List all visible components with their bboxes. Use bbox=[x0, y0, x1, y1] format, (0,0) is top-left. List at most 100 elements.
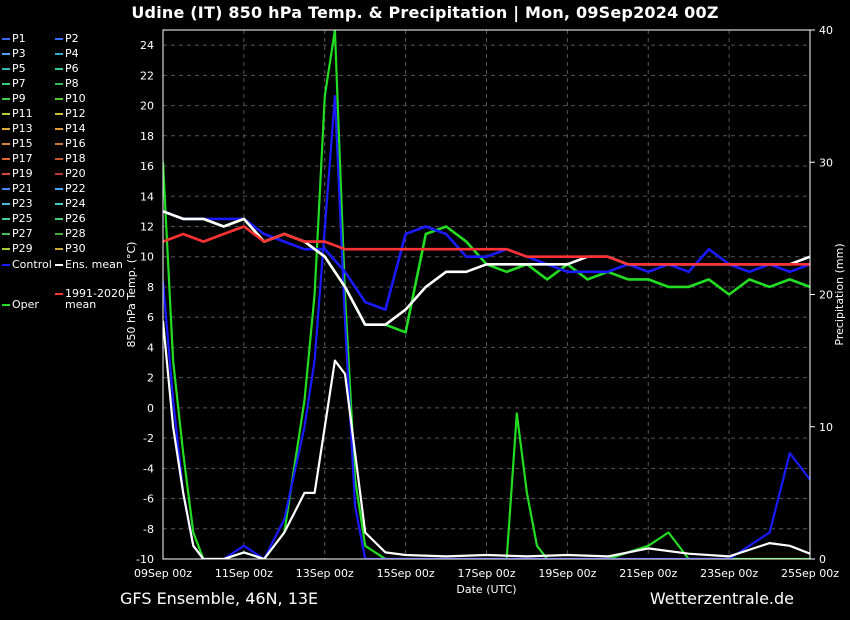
legend-swatch bbox=[55, 143, 63, 145]
temperature-control-line bbox=[163, 210, 810, 311]
y-tick-label: -6 bbox=[143, 493, 154, 506]
source-label: Wetterzentrale.de bbox=[649, 589, 794, 608]
legend-swatch bbox=[2, 128, 10, 130]
x-tick-label: 25Sep 00z bbox=[781, 567, 839, 580]
y2-tick-label: 20 bbox=[819, 289, 833, 302]
y2-tick-label: 30 bbox=[819, 156, 833, 169]
legend-swatch bbox=[55, 53, 63, 55]
legend-label: P26 bbox=[65, 212, 86, 225]
legend-label: P10 bbox=[65, 92, 86, 105]
legend-swatch bbox=[2, 53, 10, 55]
precipitation-ens-mean-line bbox=[163, 320, 810, 559]
legend-label: P19 bbox=[12, 167, 33, 180]
legend-item: P23 bbox=[2, 198, 33, 210]
legend-label: Control bbox=[12, 258, 52, 271]
legend-item: P1 bbox=[2, 33, 26, 45]
y-tick-label: 24 bbox=[140, 39, 154, 52]
legend-item: P7 bbox=[2, 78, 26, 90]
y-axis-title: 850 hPa Temp. (°C) bbox=[125, 242, 138, 348]
y-tick-label: -4 bbox=[143, 462, 154, 475]
legend-swatch bbox=[55, 264, 63, 266]
y-tick-label: 18 bbox=[140, 130, 154, 143]
y-tick-label: 4 bbox=[147, 341, 154, 354]
legend-swatch bbox=[55, 188, 63, 190]
legend-label: P20 bbox=[65, 167, 86, 180]
legend-label: P11 bbox=[12, 107, 33, 120]
y-tick-label: 16 bbox=[140, 160, 154, 173]
x-tick-label: 19Sep 00z bbox=[538, 567, 596, 580]
legend-label: Ens. mean bbox=[65, 258, 123, 271]
legend-label: P3 bbox=[12, 47, 26, 60]
legend-label: P30 bbox=[65, 242, 86, 255]
x-tick-label: 11Sep 00z bbox=[215, 567, 273, 580]
chart-title: Udine (IT) 850 hPa Temp. & Precipitation… bbox=[131, 3, 719, 22]
legend-swatch bbox=[55, 248, 63, 250]
legend-swatch bbox=[2, 233, 10, 235]
legend-item: P27 bbox=[2, 228, 33, 240]
legend-swatch bbox=[2, 188, 10, 190]
legend-swatch bbox=[2, 113, 10, 115]
legend-swatch bbox=[2, 158, 10, 160]
legend-item: P17 bbox=[2, 153, 33, 165]
legend-label: P2 bbox=[65, 32, 79, 45]
legend-swatch bbox=[55, 113, 63, 115]
x-tick-label: 17Sep 00z bbox=[458, 567, 516, 580]
y-tick-label: 2 bbox=[147, 372, 154, 385]
legend-item: P6 bbox=[55, 63, 79, 75]
legend-swatch bbox=[2, 98, 10, 100]
legend-item: P28 bbox=[55, 228, 86, 240]
y2-tick-label: 0 bbox=[819, 553, 826, 566]
legend-swatch bbox=[55, 293, 63, 295]
legend-swatch bbox=[55, 203, 63, 205]
legend-item: P2 bbox=[55, 33, 79, 45]
y-tick-label: 20 bbox=[140, 100, 154, 113]
legend-item: P5 bbox=[2, 63, 26, 75]
legend-item: P24 bbox=[55, 198, 86, 210]
legend-label: P25 bbox=[12, 212, 33, 225]
y-tick-label: 14 bbox=[140, 190, 154, 203]
temperature-1991-2020-mean-line bbox=[163, 225, 810, 266]
legend-label: P23 bbox=[12, 197, 33, 210]
legend-item: P12 bbox=[55, 108, 86, 120]
legend-item: P8 bbox=[55, 78, 79, 90]
legend-item: P22 bbox=[55, 183, 86, 195]
legend-label: 1991-2020 mean bbox=[65, 287, 125, 311]
x-tick-label: 13Sep 00z bbox=[296, 567, 354, 580]
legend-label: P16 bbox=[65, 137, 86, 150]
legend-item: P4 bbox=[55, 48, 79, 60]
x-tick-label: 15Sep 00z bbox=[377, 567, 435, 580]
legend-item: Control bbox=[2, 259, 52, 271]
legend-item: P20 bbox=[55, 168, 86, 180]
legend-item: P18 bbox=[55, 153, 86, 165]
legend-label: P13 bbox=[12, 122, 33, 135]
plot-frame bbox=[162, 29, 811, 560]
y-tick-label: -2 bbox=[143, 432, 154, 445]
legend-swatch bbox=[55, 158, 63, 160]
x-axis-title: Date (UTC) bbox=[456, 583, 516, 596]
y-tick-label: 0 bbox=[147, 402, 154, 415]
y-tick-label: -10 bbox=[136, 553, 154, 566]
legend-label: P14 bbox=[65, 122, 86, 135]
y-tick-label: 8 bbox=[147, 281, 154, 294]
legend-label: P9 bbox=[12, 92, 26, 105]
legend-swatch bbox=[2, 203, 10, 205]
legend-item: P10 bbox=[55, 93, 86, 105]
legend-label: Oper bbox=[12, 298, 39, 311]
legend-label: P15 bbox=[12, 137, 33, 150]
legend-swatch bbox=[2, 83, 10, 85]
legend-swatch bbox=[2, 173, 10, 175]
legend-item: P13 bbox=[2, 123, 33, 135]
x-tick-label: 09Sep 00z bbox=[134, 567, 192, 580]
legend-swatch bbox=[55, 233, 63, 235]
legend-item: P25 bbox=[2, 213, 33, 225]
legend-item: P3 bbox=[2, 48, 26, 60]
legend-item: P29 bbox=[2, 243, 33, 255]
legend-label: P6 bbox=[65, 62, 79, 75]
precipitation-control-line bbox=[163, 94, 810, 559]
x-tick-label: 21Sep 00z bbox=[619, 567, 677, 580]
legend-swatch bbox=[55, 68, 63, 70]
y-tick-label: 6 bbox=[147, 311, 154, 324]
legend-label: P4 bbox=[65, 47, 79, 60]
legend-item: P14 bbox=[55, 123, 86, 135]
